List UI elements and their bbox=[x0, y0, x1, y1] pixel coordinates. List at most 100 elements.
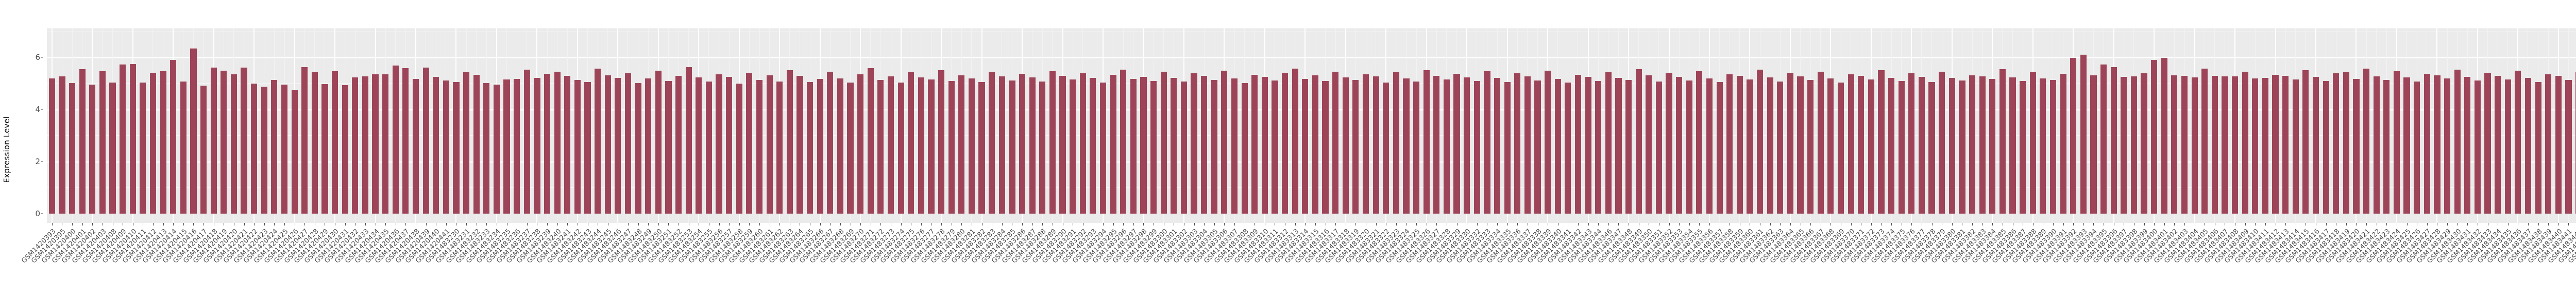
x-tick-mark bbox=[1214, 223, 1215, 226]
x-tick-mark bbox=[1507, 223, 1508, 226]
x-tick-mark bbox=[304, 223, 306, 226]
bar bbox=[1807, 80, 1814, 214]
bar bbox=[149, 73, 157, 214]
gridline-minor-y bbox=[47, 187, 2576, 188]
x-tick-mark bbox=[2366, 223, 2367, 226]
bar bbox=[2211, 75, 2218, 214]
bar bbox=[2464, 76, 2471, 214]
bar bbox=[1676, 77, 1683, 214]
x-tick-mark bbox=[1598, 223, 1599, 226]
x-tick-mark bbox=[1002, 223, 1003, 226]
x-tick-mark bbox=[1133, 223, 1134, 226]
x-tick-mark bbox=[2164, 223, 2165, 226]
x-tick-mark bbox=[1810, 223, 1811, 226]
x-tick-mark bbox=[557, 223, 558, 226]
x-tick-mark bbox=[547, 223, 548, 226]
x-tick-mark bbox=[405, 223, 406, 226]
x-tick-mark bbox=[719, 223, 720, 226]
bar bbox=[2100, 64, 2107, 214]
bar bbox=[766, 75, 773, 214]
bar bbox=[1554, 78, 1561, 214]
x-tick-mark bbox=[1881, 223, 1882, 226]
bar bbox=[362, 76, 368, 214]
bar bbox=[2252, 78, 2259, 214]
bar bbox=[1383, 82, 1389, 214]
bar bbox=[1666, 73, 1672, 214]
bar bbox=[281, 84, 288, 214]
x-tick-mark bbox=[1042, 223, 1043, 226]
bar bbox=[1979, 76, 1986, 214]
bar bbox=[2545, 74, 2552, 214]
bar bbox=[736, 84, 742, 214]
x-tick-mark bbox=[1689, 223, 1690, 226]
bar bbox=[2272, 74, 2279, 214]
bar bbox=[595, 68, 601, 214]
bar bbox=[1241, 83, 1248, 214]
bar bbox=[160, 71, 166, 214]
y-tick-label: 4 bbox=[35, 104, 40, 114]
x-tick-mark bbox=[1396, 223, 1397, 226]
bar bbox=[2191, 77, 2198, 214]
bar bbox=[1090, 78, 1096, 214]
bar bbox=[2029, 72, 2036, 214]
bar bbox=[1736, 76, 1743, 214]
bar bbox=[2555, 75, 2562, 214]
x-tick-mark bbox=[1588, 223, 1589, 226]
bar bbox=[2414, 82, 2420, 214]
bar bbox=[1514, 73, 1521, 214]
bar bbox=[655, 70, 662, 214]
bar bbox=[503, 79, 510, 214]
bar bbox=[2353, 78, 2360, 214]
x-tick-mark bbox=[658, 223, 659, 226]
bar bbox=[1180, 82, 1187, 214]
bar bbox=[1423, 70, 1430, 214]
bar bbox=[1767, 77, 1773, 214]
x-tick-mark bbox=[254, 223, 255, 226]
x-tick-mark bbox=[2346, 223, 2347, 226]
x-tick-mark bbox=[82, 223, 83, 226]
bar bbox=[746, 72, 753, 214]
bar bbox=[615, 78, 621, 214]
x-tick-mark bbox=[1376, 223, 1377, 226]
bar bbox=[422, 67, 429, 214]
bar bbox=[1130, 78, 1137, 214]
bar bbox=[1817, 72, 1824, 214]
x-tick-mark bbox=[2083, 223, 2084, 226]
bar bbox=[776, 81, 783, 214]
bar bbox=[1322, 81, 1329, 214]
x-tick-mark bbox=[1972, 223, 1973, 226]
bar bbox=[1292, 69, 1298, 214]
bar bbox=[1534, 80, 1541, 214]
bar bbox=[968, 78, 975, 214]
bar bbox=[2080, 55, 2087, 214]
x-tick-mark bbox=[173, 223, 174, 226]
x-tick-mark bbox=[1456, 223, 1458, 226]
bar bbox=[483, 83, 490, 214]
bar bbox=[554, 71, 561, 214]
bar bbox=[1686, 80, 1692, 214]
x-tick-mark bbox=[1436, 223, 1437, 226]
bar bbox=[1403, 78, 1410, 214]
x-tick-mark bbox=[1891, 223, 1892, 226]
x-tick-mark bbox=[274, 223, 275, 226]
bar bbox=[1362, 74, 1369, 214]
x-tick-mark bbox=[840, 223, 841, 226]
bar bbox=[1150, 80, 1157, 214]
bar bbox=[1464, 77, 1470, 214]
bar bbox=[1221, 71, 1228, 214]
bar bbox=[897, 82, 904, 214]
bar bbox=[251, 83, 258, 214]
x-tick-mark bbox=[1355, 223, 1357, 226]
bar bbox=[109, 82, 116, 214]
bar bbox=[402, 68, 409, 214]
x-tick-mark bbox=[1204, 223, 1205, 226]
bar bbox=[998, 76, 1005, 214]
x-tick-mark bbox=[365, 223, 366, 226]
x-tick-mark bbox=[1952, 223, 1953, 226]
x-tick-mark bbox=[860, 223, 861, 226]
bar bbox=[1858, 75, 1865, 214]
y-tick-mark bbox=[41, 161, 43, 162]
bar bbox=[1959, 80, 1965, 214]
bar bbox=[2110, 67, 2117, 214]
plot-panel bbox=[47, 28, 2576, 223]
